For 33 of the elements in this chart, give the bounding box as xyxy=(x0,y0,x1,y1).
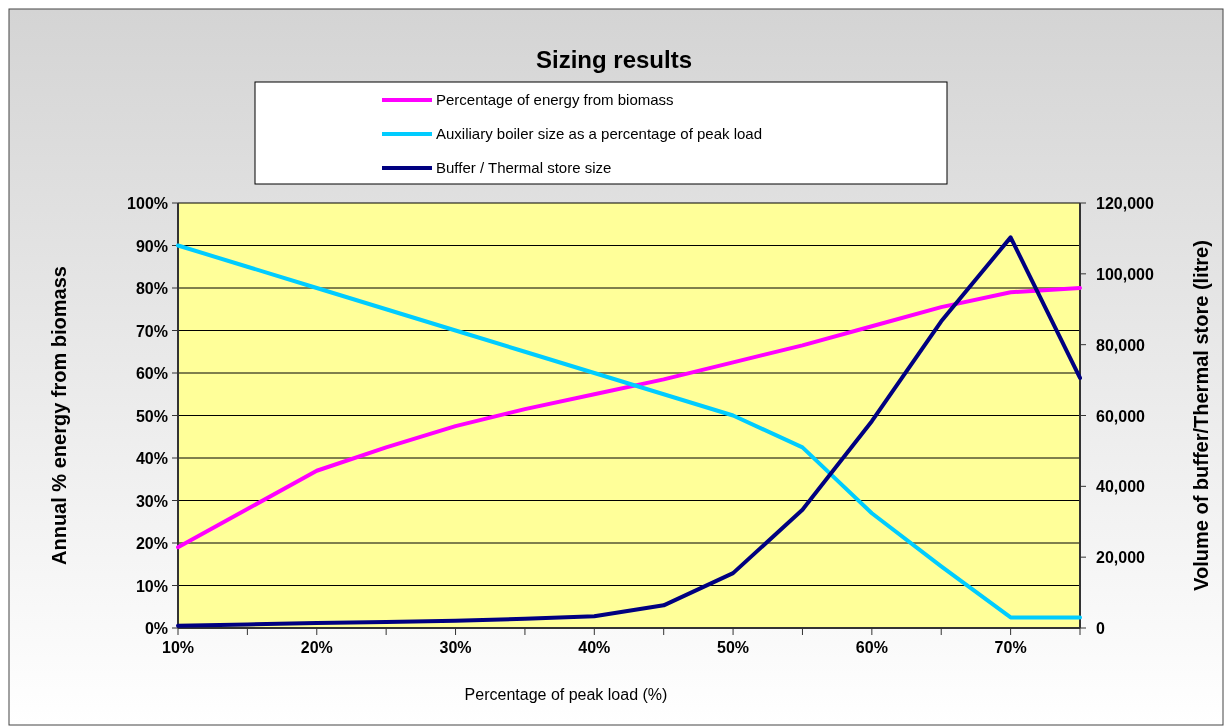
y2-axis-title: Volume of buffer/Thermal store (litre) xyxy=(1190,240,1212,591)
y-tick-label: 20% xyxy=(135,535,168,552)
x-axis-title: Percentage of peak load (%) xyxy=(464,686,668,703)
y-tick-label: 10% xyxy=(135,577,168,595)
x-tick-label: 40% xyxy=(578,639,611,656)
y2-tick-label: 100,000 xyxy=(1096,265,1154,283)
y2-tick-label: 60,000 xyxy=(1096,407,1146,425)
y-tick-label: 90% xyxy=(135,237,168,255)
x-tick-label: 70% xyxy=(994,639,1027,656)
legend-label: Buffer / Thermal store size xyxy=(436,159,612,176)
y-tick-label: 30% xyxy=(135,492,168,510)
y-tick-label: 50% xyxy=(135,407,168,425)
y2-tick-label: 20,000 xyxy=(1096,549,1146,567)
y-tick-label: 0% xyxy=(144,620,168,637)
x-tick-label: 60% xyxy=(855,639,888,656)
y-tick-label: 40% xyxy=(135,450,168,467)
y-tick-label: 100% xyxy=(127,195,168,212)
legend-label: Auxiliary boiler size as a percentage of peak load xyxy=(436,125,763,142)
x-tick-label: 20% xyxy=(300,639,333,656)
legend-label: Percentage of energy from biomass xyxy=(436,91,674,108)
chart-title: Sizing results xyxy=(535,46,693,73)
x-tick-label: 30% xyxy=(439,639,472,656)
y-tick-label: 70% xyxy=(135,322,168,340)
line-series xyxy=(176,286,1082,550)
y2-tick-label: 80,000 xyxy=(1096,336,1146,354)
y2-tick-label: 40,000 xyxy=(1096,478,1146,496)
x-tick-label: 50% xyxy=(717,639,750,656)
y-tick-label: 80% xyxy=(135,280,168,297)
x-tick-label: 10% xyxy=(161,639,195,656)
y-axis-title: Annual % energy from biomass xyxy=(48,266,70,565)
y-tick-label: 60% xyxy=(135,365,168,382)
y2-tick-label: 0 xyxy=(1096,620,1105,637)
y2-tick-label: 120,000 xyxy=(1096,195,1154,212)
